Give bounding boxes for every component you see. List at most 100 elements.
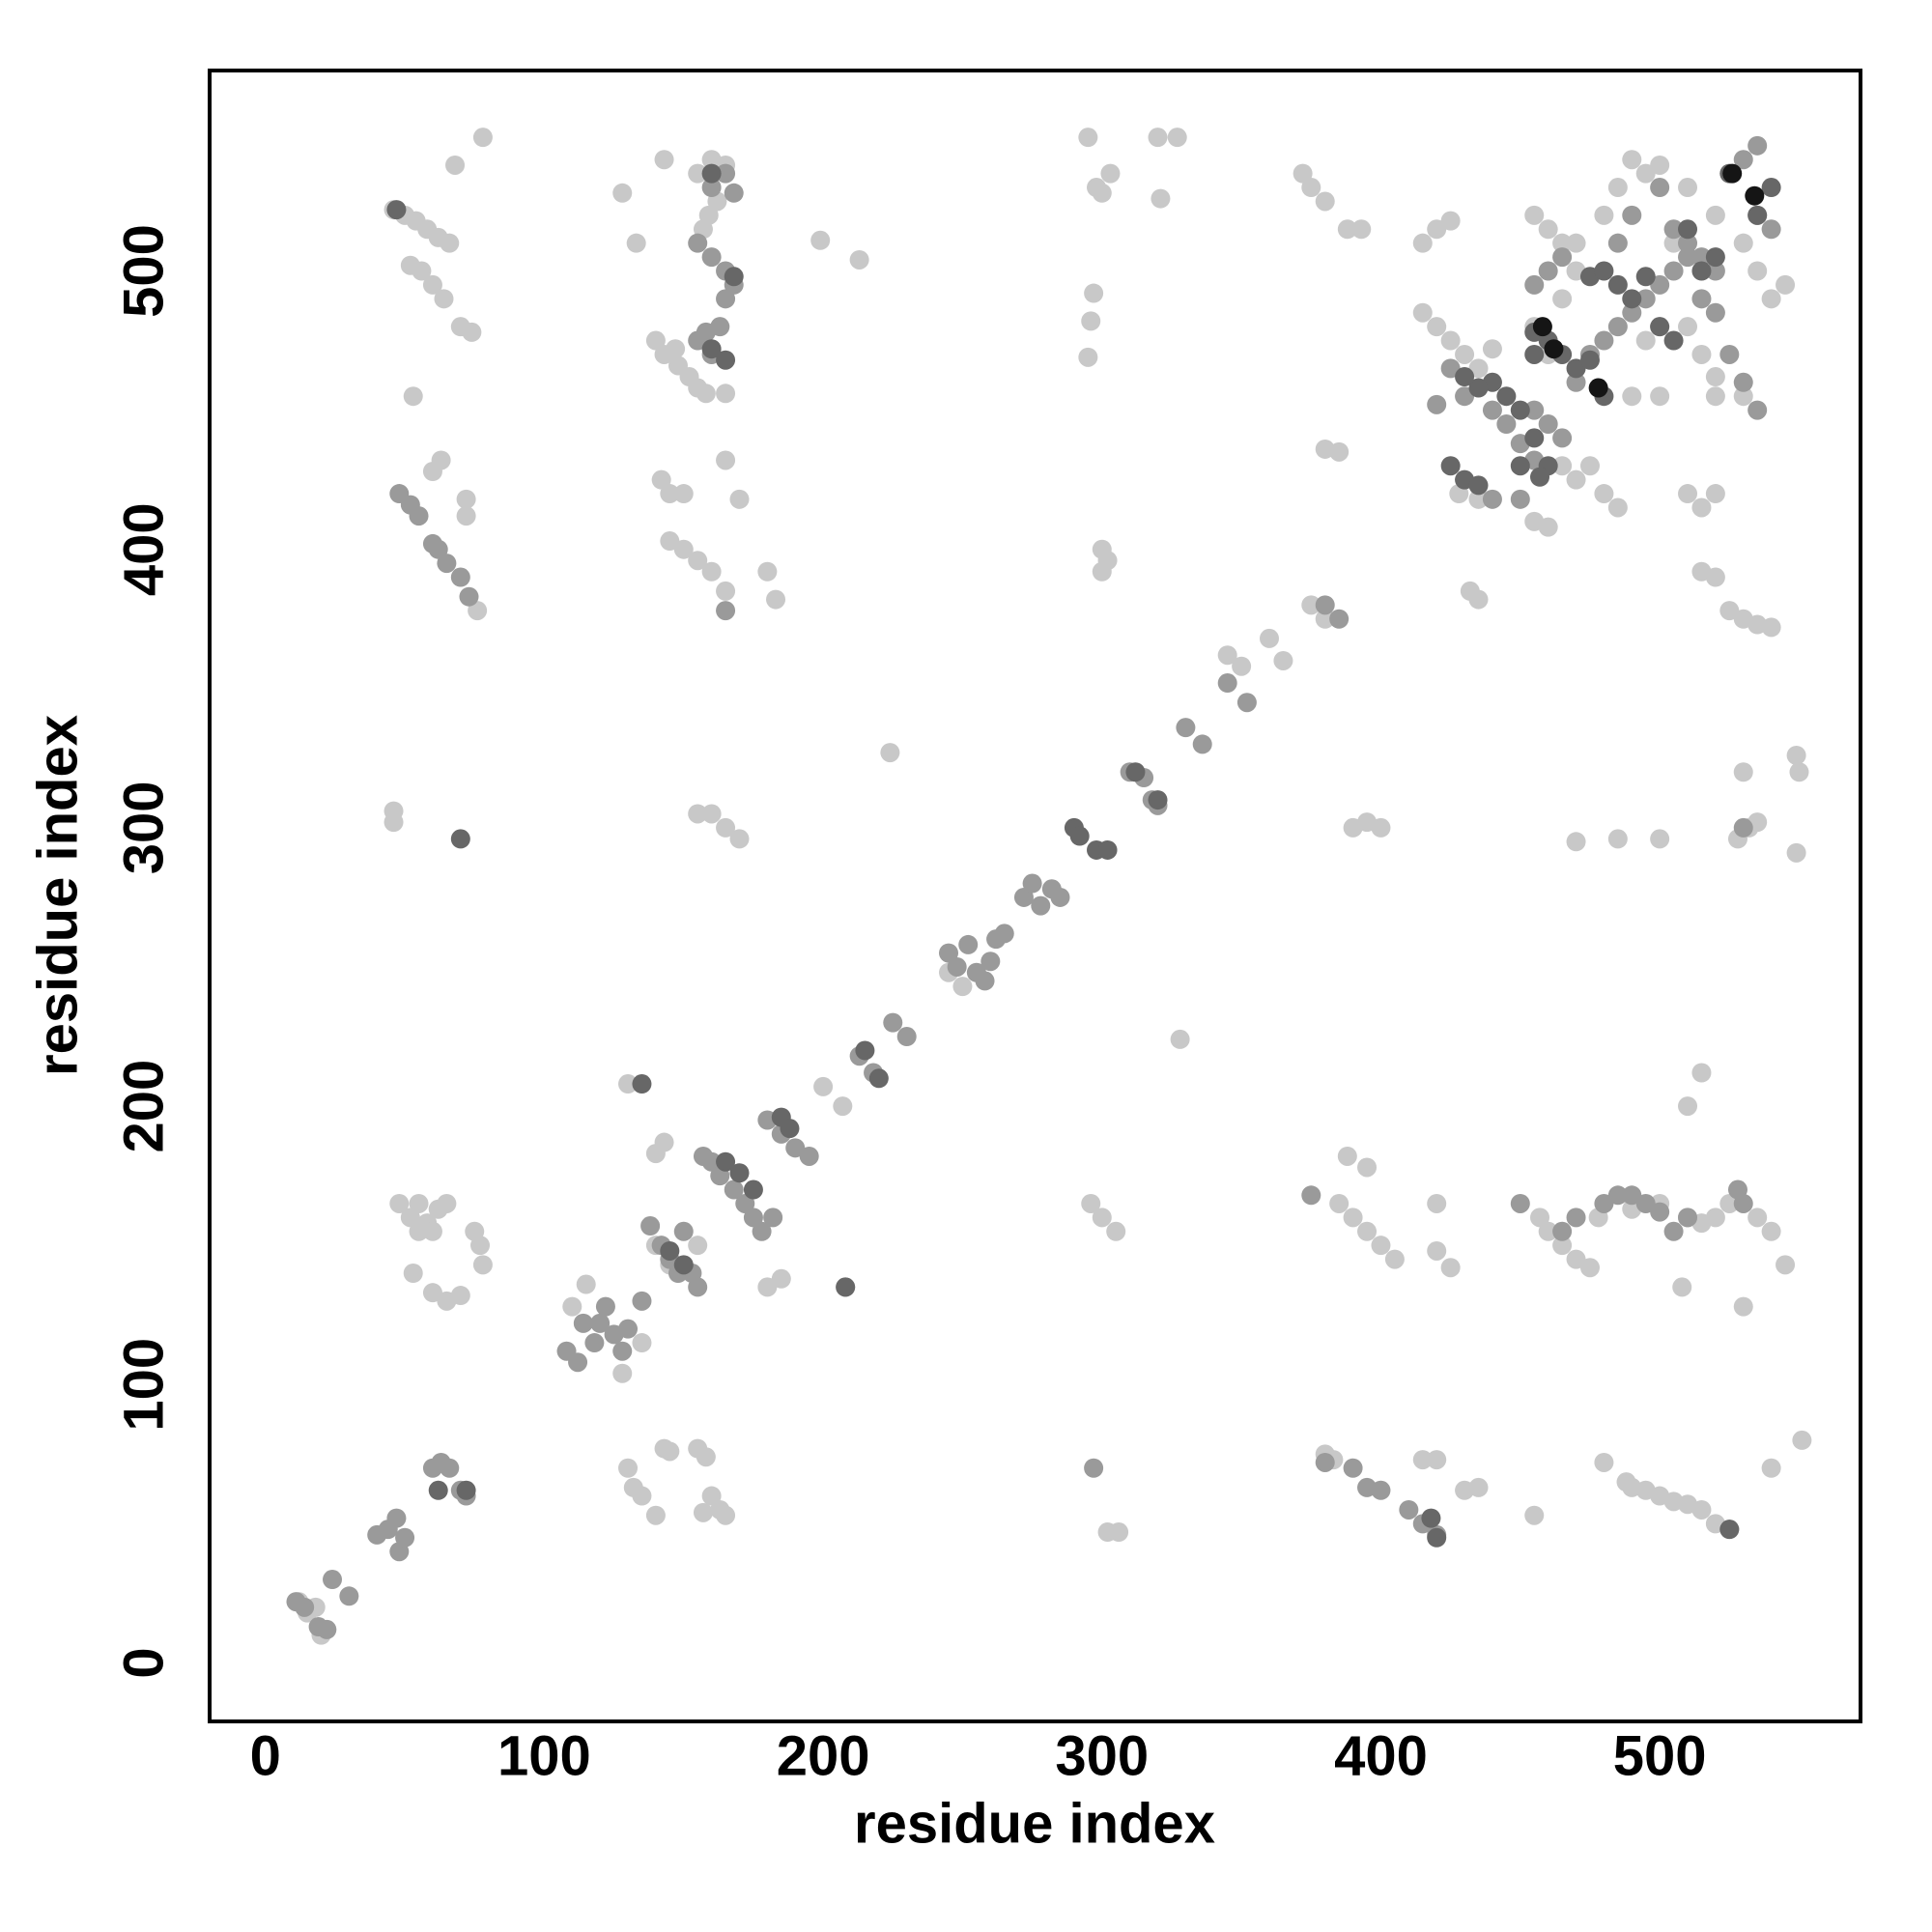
point [1622,289,1642,309]
point [1678,1208,1698,1228]
point [673,1221,694,1241]
point [1273,650,1293,670]
point [688,1236,708,1256]
point [618,1458,639,1478]
point [716,163,736,184]
point [651,469,671,490]
point [412,261,432,281]
point [632,1074,652,1094]
point [1733,1193,1753,1213]
point [1530,1208,1550,1228]
point [724,183,744,203]
point [1733,150,1753,170]
point [688,233,708,253]
point [1566,233,1586,253]
point [1761,289,1781,309]
point [1635,289,1656,309]
point [409,506,429,526]
point [729,1163,750,1183]
point [980,952,1001,972]
point [1672,1277,1692,1297]
point [1329,441,1350,462]
point [1747,1208,1768,1228]
point [1761,1458,1781,1478]
point [701,1151,722,1172]
point [1538,414,1558,435]
point [1761,617,1781,638]
point [618,1074,639,1094]
point [716,289,736,309]
point [716,450,736,470]
point [1427,1527,1447,1548]
point [595,1296,615,1317]
point [1789,762,1809,782]
point [716,1151,736,1172]
point [1427,1193,1447,1213]
point [1109,1522,1129,1543]
y-tick-label: 500 [112,224,175,318]
point [1650,274,1670,295]
point [632,1291,652,1311]
x-tick-label: 0 [250,1724,281,1787]
point [1691,261,1712,281]
point [1524,274,1545,295]
point [1622,150,1642,170]
point [339,1586,359,1606]
point [799,1146,819,1166]
point [1455,367,1475,387]
point [868,1068,889,1089]
point [1747,135,1768,156]
point [1733,233,1753,253]
point [1635,1193,1656,1213]
point [716,1505,736,1525]
point [701,178,722,198]
point [1427,394,1447,414]
point [947,956,967,977]
point [1176,718,1196,738]
point [1691,1499,1712,1520]
point [434,289,454,309]
point [1622,386,1642,407]
point [785,1138,806,1158]
point [1315,609,1335,629]
point [403,386,423,407]
point [1524,1505,1545,1525]
point [1440,456,1461,476]
point [688,804,708,824]
point [1125,762,1146,782]
point [1092,1208,1112,1228]
point [1745,185,1765,206]
point [975,971,995,991]
point [1022,873,1042,894]
point [1607,233,1628,253]
point [1343,1458,1363,1478]
point [612,1363,633,1383]
point [440,233,460,253]
point [573,1313,593,1333]
point [729,829,750,849]
point [409,1221,429,1241]
point [400,1208,420,1228]
point [1579,1258,1600,1278]
y-tick-label: 300 [112,781,175,875]
point [743,1208,763,1228]
point [1594,1193,1614,1213]
point [1440,211,1461,231]
point [1482,339,1502,359]
point [1524,344,1545,364]
point [1663,261,1684,281]
point [1084,283,1104,303]
point [1747,205,1768,225]
point [1678,1096,1698,1117]
point [1510,400,1530,420]
point [1579,350,1600,370]
point [323,1570,343,1590]
point [716,350,736,370]
point [1761,178,1781,198]
point [1427,1450,1447,1470]
point [445,155,466,175]
point [1786,745,1806,765]
point [1566,1208,1586,1228]
point [1192,734,1212,754]
